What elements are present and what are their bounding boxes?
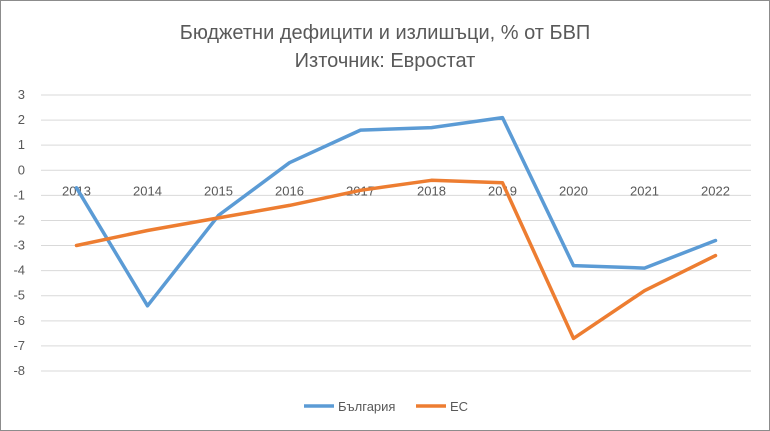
x-tick-label: 2015 [204,183,233,198]
data-point [75,244,78,248]
x-tick-label: 2022 [701,183,730,198]
series-line-1 [74,178,718,341]
y-tick-label: -8 [13,363,25,378]
x-tick-label: 2018 [417,183,446,198]
data-point [430,178,433,182]
series-line-0 [74,115,718,308]
legend-label: България [338,399,395,414]
data-point [572,264,575,268]
data-point [288,161,291,165]
data-point [714,239,717,243]
gridlines [41,94,751,372]
y-axis-tick-labels: 3 2 1 0 -1 -2 -3 -4 -5 -6 -7 -8 [13,87,25,378]
legend-label: ЕС [450,399,468,414]
data-point [288,203,291,207]
chart-title: Бюджетни дефицити и излишъци, % от БВП [180,22,591,44]
data-point [572,336,575,340]
y-tick-label: 2 [18,112,25,127]
y-tick-label: 0 [18,162,25,177]
data-point [75,186,78,190]
x-tick-label: 2016 [275,183,304,198]
chart-subtitle: Източник: Евростат [295,50,476,72]
data-point [430,126,433,130]
data-point [359,188,362,192]
y-tick-label: 1 [18,137,25,152]
data-point [146,304,149,308]
x-tick-label: 2014 [133,183,162,198]
x-tick-label: 2021 [630,183,659,198]
y-tick-label: 3 [18,87,25,102]
data-point [359,128,362,132]
data-point [501,116,504,120]
data-point [501,181,504,185]
data-point [643,289,646,293]
series-lines [74,115,718,341]
y-tick-label: -2 [13,212,25,227]
x-axis-tick-labels: 2013201420152016201720182019202020212022 [62,183,730,198]
data-point [146,228,149,232]
x-tick-label: 2020 [559,183,588,198]
data-point [643,266,646,270]
data-point [714,254,717,258]
y-tick-label: -3 [13,238,25,253]
legend: България ЕС [304,399,468,414]
y-tick-label: -1 [13,187,25,202]
y-tick-label: -4 [13,263,25,278]
y-tick-label: -7 [13,338,25,353]
y-tick-label: -6 [13,313,25,328]
data-point [217,216,220,220]
y-tick-label: -5 [13,288,25,303]
